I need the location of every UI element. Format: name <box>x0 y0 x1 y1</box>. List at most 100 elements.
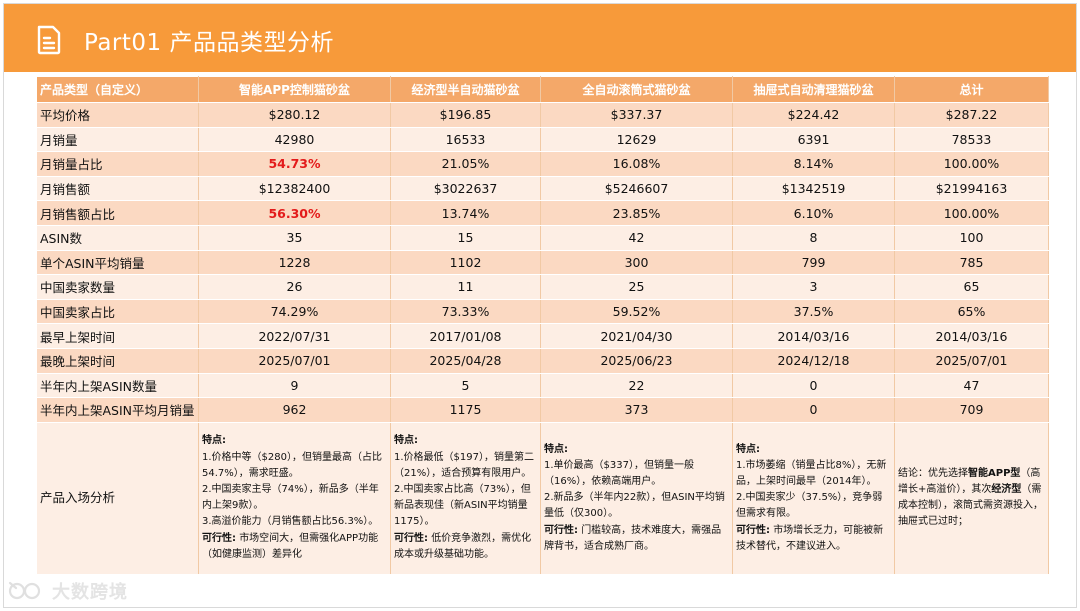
feasibility-title: 可行性: <box>394 532 428 544</box>
row-label: 最早上架时间 <box>36 323 199 349</box>
row-label: 平均价格 <box>36 102 199 128</box>
table-cell: 5 <box>390 372 541 399</box>
feasibility-title: 可行性: <box>736 524 770 536</box>
analysis-cell-economy: 特点: 1.价格最低（$197），销量第二（21%），适合预算有限用户。 2.中… <box>390 421 541 575</box>
feasibility-title: 可行性: <box>544 524 578 536</box>
analysis-cell-drawer: 特点: 1.市场萎缩（销量占比8%），无新品，上架时间最早（2014年）。 2.… <box>732 421 895 575</box>
conclusion-highlight: 智能APP型 <box>968 467 1021 479</box>
table-row: 半年内上架ASIN平均月销量 962 1175 373 0 709 <box>36 397 1049 423</box>
analysis-cell-smart-app: 特点: 1.价格中等（$280），但销量最高（占比54.7%），需求旺盛。 2.… <box>198 421 391 575</box>
table-cell: 59.52% <box>540 298 733 325</box>
table-header-row: 产品类型（自定义） 智能APP控制猫砂盆 经济型半自动猫砂盆 全自动滚筒式猫砂盆… <box>36 76 1049 103</box>
column-header: 总计 <box>894 76 1049 103</box>
feasibility-title: 可行性: <box>202 532 236 544</box>
table-cell: $1342519 <box>732 175 895 202</box>
row-label: 中国卖家数量 <box>36 274 199 300</box>
feasibility-text: 市场增长乏力，可能被新技术替代，不建议进入。 <box>736 524 884 552</box>
analysis-line: 3.高溢价能力（月销售额占比56.3%）。 <box>202 516 379 528</box>
table-cell: 300 <box>540 249 733 276</box>
table-cell: 1228 <box>198 249 391 276</box>
table-cell: 26 <box>198 274 391 300</box>
table-cell: 100.00% <box>894 200 1049 226</box>
analysis-line: 2.中国卖家主导（74%），新品多（半年内上架9款）。 <box>202 484 379 512</box>
table-row: 最晚上架时间 2025/07/01 2025/04/28 2025/06/23 … <box>36 347 1049 374</box>
table-cell: 100.00% <box>894 151 1049 177</box>
table-cell: 9 <box>198 372 391 399</box>
table-row: 最早上架时间 2022/07/31 2017/01/08 2021/04/30 … <box>36 323 1049 349</box>
conclusion-highlight: 经济型 <box>991 484 1022 496</box>
conclusion-prefix: 结论：优先选择 <box>898 467 968 479</box>
table-cell: 37.5% <box>732 298 895 325</box>
table-cell: 42980 <box>198 126 391 153</box>
feasibility-line: 可行性: 市场空间大，但需强化APP功能（如健康监测）差异化 <box>202 531 387 563</box>
table-cell: 22 <box>540 372 733 399</box>
table-cell: 373 <box>540 397 733 423</box>
row-label: 单个ASIN平均销量 <box>36 249 199 276</box>
table-row: 月销量占比 54.73% 21.05% 16.08% 8.14% 100.00% <box>36 151 1049 177</box>
table-cell: $224.42 <box>732 102 895 128</box>
feasibility-line: 可行性: 市场增长乏力，可能被新技术替代，不建议进入。 <box>736 523 891 555</box>
table-cell: 16.08% <box>540 151 733 177</box>
table-row: 单个ASIN平均销量 1228 1102 300 799 785 <box>36 249 1049 276</box>
analysis-line: 2.中国卖家占比高（73%），但新品表现佳（新ASIN平均销量1175）。 <box>394 484 531 528</box>
analysis-line: 1.价格中等（$280），但销量最高（占比54.7%），需求旺盛。 <box>202 451 382 479</box>
page-title: Part01 产品品类型分析 <box>84 30 334 56</box>
column-header: 抽屉式自动清理猫砂盆 <box>732 76 895 103</box>
table-cell: 78533 <box>894 126 1049 153</box>
table-row: ASIN数 35 15 42 8 100 <box>36 224 1049 251</box>
table-cell: 2024/12/18 <box>732 347 895 374</box>
features-title: 特点: <box>736 443 760 455</box>
analysis-row: 产品入场分析 特点: 1.价格中等（$280），但销量最高（占比54.7%），需… <box>36 421 1049 575</box>
table-cell: 2025/07/01 <box>198 347 391 374</box>
brand-name: 大数跨境 <box>52 582 128 603</box>
table-cell: 35 <box>198 224 391 251</box>
table-cell: 2025/04/28 <box>390 347 541 374</box>
table-cell: $287.22 <box>894 102 1049 128</box>
feasibility-text: 低价竞争激烈，需优化成本或升级基础功能。 <box>394 532 532 560</box>
table-cell: 100 <box>894 224 1049 251</box>
highlight-cell: 56.30% <box>198 200 391 226</box>
table-cell: 6391 <box>732 126 895 153</box>
table-cell: 8.14% <box>732 151 895 177</box>
table-cell: $337.37 <box>540 102 733 128</box>
table-cell: 1175 <box>390 397 541 423</box>
table-cell: 2017/01/08 <box>390 323 541 349</box>
column-header: 智能APP控制猫砂盆 <box>198 76 391 103</box>
conclusion-mid: （高增长+高溢价），其次 <box>898 467 1041 496</box>
table-cell: 3 <box>732 274 895 300</box>
column-header: 全自动滚筒式猫砂盆 <box>540 76 733 103</box>
table-cell: 8 <box>732 224 895 251</box>
slide-header: Part01 产品品类型分析 <box>4 4 1076 72</box>
table-cell: 6.10% <box>732 200 895 226</box>
table-row: 半年内上架ASIN数量 9 5 22 0 47 <box>36 372 1049 399</box>
table-cell: 73.33% <box>390 298 541 325</box>
table-cell: 15 <box>390 224 541 251</box>
analysis-line: 1.市场萎缩（销量占比8%），无新品，上架时间最早（2014年）。 <box>736 459 887 487</box>
table-cell: 2025/07/01 <box>894 347 1049 374</box>
table-cell: 2014/03/16 <box>894 323 1049 349</box>
table-cell: $196.85 <box>390 102 541 128</box>
table-cell: 21.05% <box>390 151 541 177</box>
row-label: ASIN数 <box>36 224 199 251</box>
table-cell: 65% <box>894 298 1049 325</box>
features-title: 特点: <box>544 443 568 455</box>
brand-watermark: 大数跨境 <box>8 577 128 605</box>
row-label: 月销售额 <box>36 175 199 202</box>
column-header: 经济型半自动猫砂盆 <box>390 76 541 103</box>
features-title: 特点: <box>394 435 418 447</box>
row-label: 月销量 <box>36 126 199 153</box>
row-label: 中国卖家占比 <box>36 298 199 325</box>
table-row: 月销量 42980 16533 12629 6391 78533 <box>36 126 1049 153</box>
feasibility-line: 可行性: 低价竞争激烈，需优化成本或升级基础功能。 <box>394 531 537 563</box>
table-row: 中国卖家数量 26 11 25 3 65 <box>36 274 1049 300</box>
document-icon <box>37 25 61 55</box>
column-header: 产品类型（自定义） <box>36 76 199 103</box>
table-row: 平均价格 $280.12 $196.85 $337.37 $224.42 $28… <box>36 102 1049 128</box>
table-cell: $21994163 <box>894 175 1049 202</box>
row-label: 半年内上架ASIN平均月销量 <box>36 397 199 423</box>
table-cell: 23.85% <box>540 200 733 226</box>
conclusion-suffix: （需成本控制），滚筒式需资源投入，抽屉式已过时； <box>898 484 1043 528</box>
table-cell: 1102 <box>390 249 541 276</box>
table-cell: 2021/04/30 <box>540 323 733 349</box>
table-cell: 0 <box>732 372 895 399</box>
